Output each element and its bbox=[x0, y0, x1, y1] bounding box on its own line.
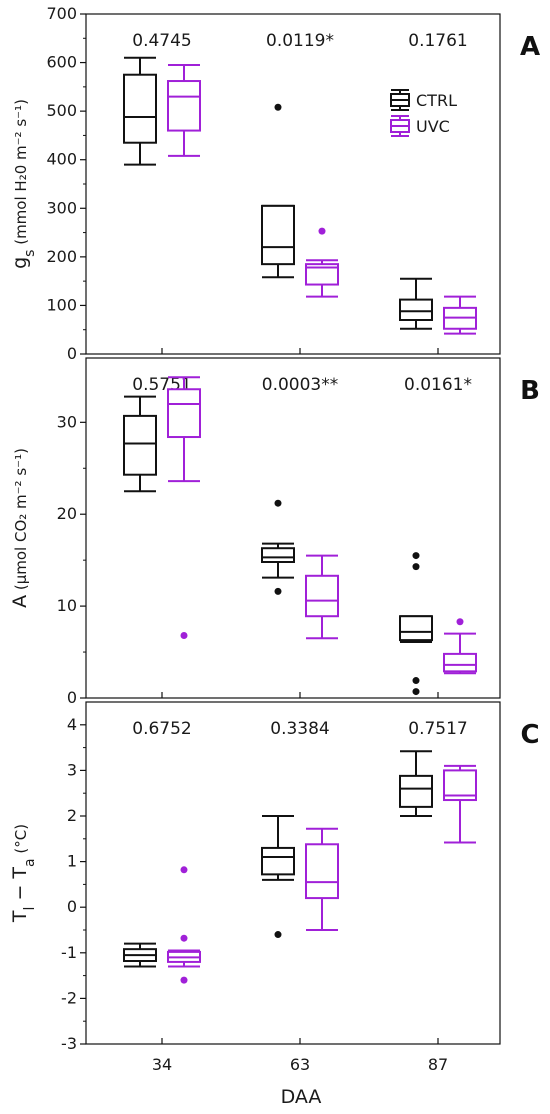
series-uvc bbox=[167, 764, 477, 984]
legend-label: UVC bbox=[416, 117, 450, 136]
outlier-point bbox=[180, 976, 188, 984]
outlier-point bbox=[180, 632, 188, 640]
y-tick-label: 30 bbox=[57, 412, 77, 431]
y-tick-label: 100 bbox=[46, 295, 77, 314]
box bbox=[399, 615, 433, 642]
series-ctrl bbox=[123, 56, 433, 330]
y-tick-label: 2 bbox=[67, 806, 77, 825]
y-tick-label: 200 bbox=[46, 247, 77, 266]
y-tick-label: 300 bbox=[46, 198, 77, 217]
box bbox=[261, 846, 295, 876]
p-value-label: 0.0003** bbox=[262, 375, 338, 395]
x-tick-label: 34 bbox=[152, 1055, 172, 1074]
y-tick-label: 3 bbox=[67, 760, 77, 779]
y-axis-title: A (µmol CO₂ m⁻² s⁻¹) bbox=[9, 448, 31, 608]
y-tick-label: 0 bbox=[67, 344, 77, 363]
x-axis-title: DAA bbox=[281, 1086, 322, 1108]
box bbox=[399, 774, 433, 808]
plot-frame bbox=[85, 357, 501, 699]
y-tick-label: 4 bbox=[67, 715, 77, 734]
y-tick-label: 500 bbox=[46, 101, 77, 120]
y-tick-label: 20 bbox=[57, 504, 77, 523]
box bbox=[443, 652, 477, 673]
y-tick-label: 1 bbox=[67, 852, 77, 871]
y-axis-title: gs (mmol H₂0 m⁻² s⁻¹) bbox=[9, 99, 38, 269]
outlier-point bbox=[412, 688, 420, 696]
box bbox=[167, 388, 201, 439]
y-tick-label: 400 bbox=[46, 150, 77, 169]
y-tick-label: 600 bbox=[46, 53, 77, 72]
outlier-point bbox=[180, 934, 188, 942]
outlier-point bbox=[412, 552, 420, 560]
series-uvc bbox=[167, 64, 477, 335]
panel-letter: C bbox=[520, 720, 539, 750]
p-value-label: 0.4745 bbox=[132, 31, 191, 51]
outlier-point bbox=[274, 103, 282, 111]
box bbox=[261, 204, 295, 266]
box bbox=[305, 574, 339, 618]
y-tick-label: -1 bbox=[61, 943, 77, 962]
box bbox=[123, 73, 157, 144]
y-tick-label: 0 bbox=[67, 688, 77, 707]
y-axis-title: Tl − Ta (°C) bbox=[9, 824, 38, 923]
p-value-label: 0.0119* bbox=[266, 31, 334, 51]
outlier-point bbox=[412, 677, 420, 685]
outlier-point bbox=[274, 499, 282, 507]
outlier-point bbox=[412, 563, 420, 571]
plot-frame bbox=[85, 13, 501, 355]
legend-label: CTRL bbox=[416, 91, 457, 110]
p-value-label: 0.0161* bbox=[404, 375, 472, 395]
y-tick-label: 0 bbox=[67, 897, 77, 916]
box bbox=[167, 80, 201, 132]
box bbox=[261, 547, 295, 563]
outlier-point bbox=[456, 618, 464, 626]
box bbox=[399, 298, 433, 322]
legend: CTRL UVC bbox=[390, 89, 457, 137]
p-value-label: 0.6752 bbox=[132, 719, 191, 739]
panel-letter: B bbox=[520, 376, 540, 406]
outlier-point bbox=[318, 227, 326, 235]
panel-c: -3 -2 -1 0 1 2 3 4 0.6752 0.3384 0.7517 C Tl − Ta (°… bbox=[9, 701, 540, 1053]
p-value-label: 0.1761 bbox=[408, 31, 467, 51]
box bbox=[305, 843, 339, 900]
box bbox=[123, 414, 157, 476]
y-tick-label: 10 bbox=[57, 596, 77, 615]
p-value-label: 0.3384 bbox=[270, 719, 329, 739]
y-tick-label: -2 bbox=[61, 988, 77, 1007]
p-value-label: 0.7517 bbox=[408, 719, 467, 739]
series-ctrl bbox=[123, 750, 433, 968]
series-ctrl bbox=[123, 395, 433, 696]
panel-letter: A bbox=[520, 32, 540, 62]
x-tick-label: 63 bbox=[290, 1055, 310, 1074]
y-tick-label: 700 bbox=[46, 4, 77, 23]
panel-a: 0 100 200 300 400 500 600 700 0.4745 0.0119* 0.176… bbox=[9, 4, 540, 363]
box bbox=[305, 263, 339, 286]
outlier-point bbox=[180, 866, 188, 874]
x-tick-label: 87 bbox=[428, 1055, 448, 1074]
plot-frame bbox=[85, 701, 501, 1045]
outlier-point bbox=[274, 931, 282, 939]
outlier-point bbox=[274, 587, 282, 595]
series-uvc bbox=[167, 376, 477, 675]
y-tick-label: -3 bbox=[61, 1034, 77, 1053]
